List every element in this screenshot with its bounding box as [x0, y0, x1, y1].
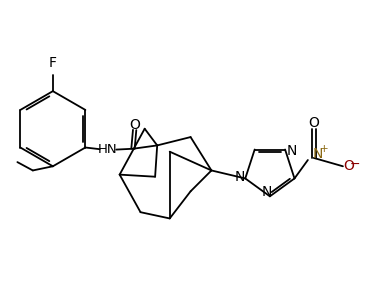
Text: N: N — [261, 185, 272, 199]
Text: N: N — [286, 144, 297, 158]
Text: O: O — [308, 116, 319, 130]
Text: F: F — [49, 56, 57, 70]
Text: O: O — [129, 117, 140, 132]
Text: N: N — [313, 147, 323, 161]
Text: −: − — [349, 158, 360, 171]
Text: +: + — [320, 144, 329, 154]
Text: HN: HN — [97, 143, 117, 156]
Text: O: O — [343, 159, 354, 173]
Text: N: N — [234, 170, 245, 184]
